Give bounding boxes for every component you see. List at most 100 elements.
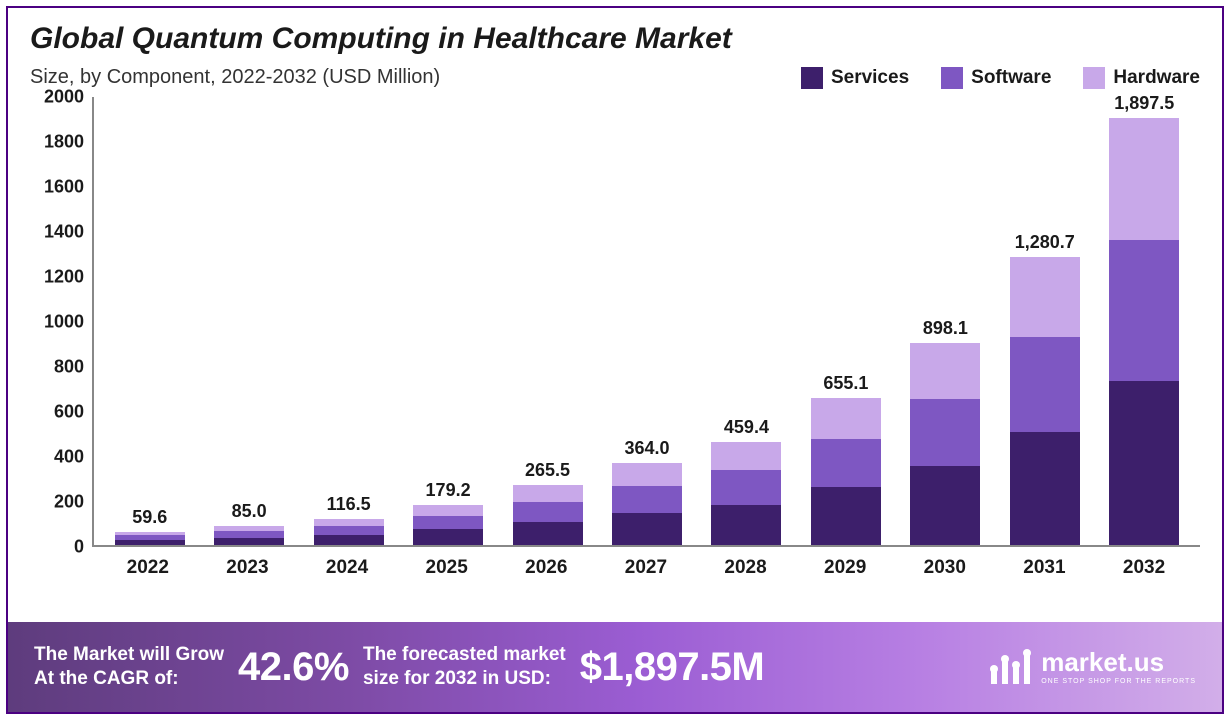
bar-segment-software xyxy=(1010,337,1080,432)
forecast-value: $1,897.5M xyxy=(566,645,779,690)
bar-total-label: 179.2 xyxy=(426,480,471,501)
bar-segment-hardware xyxy=(910,343,980,399)
y-tick: 400 xyxy=(28,447,84,468)
bar-segment-services xyxy=(910,466,980,545)
x-axis: 2022202320242025202620272028202920302031… xyxy=(92,549,1200,587)
x-tick: 2023 xyxy=(212,549,282,587)
bar-column: 59.6 xyxy=(115,507,185,545)
bar-segment-services xyxy=(612,513,682,545)
x-tick: 2029 xyxy=(810,549,880,587)
legend-label: Hardware xyxy=(1113,67,1200,89)
bar-total-label: 1,280.7 xyxy=(1015,232,1075,253)
bar-segment-services xyxy=(1010,432,1080,545)
bars-container: 59.6 85.0 116.5 179.2 265.5 364.0 459.4 655.1 89… xyxy=(94,97,1200,545)
sub-row: Size, by Component, 2022-2032 (USD Milli… xyxy=(8,58,1222,89)
forecast-block: The forecasted market size for 2032 in U… xyxy=(363,643,778,691)
bar-segment-services xyxy=(314,535,384,545)
bar-total-label: 364.0 xyxy=(624,438,669,459)
bar-segment-software xyxy=(1109,240,1179,381)
bar-stack xyxy=(612,463,682,545)
bar-segment-software xyxy=(910,399,980,466)
bar-column: 655.1 xyxy=(811,373,881,545)
bar-segment-services xyxy=(413,529,483,545)
y-tick: 2000 xyxy=(28,87,84,108)
x-tick: 2027 xyxy=(611,549,681,587)
bar-total-label: 85.0 xyxy=(232,501,267,522)
legend-item-services: Services xyxy=(801,67,909,89)
header: Global Quantum Computing in Healthcare M… xyxy=(8,8,1222,58)
y-tick: 200 xyxy=(28,492,84,513)
x-tick: 2030 xyxy=(910,549,980,587)
bar-stack xyxy=(711,442,781,545)
bar-segment-hardware xyxy=(612,463,682,486)
bar-segment-hardware xyxy=(811,398,881,439)
cagr-label: The Market will Grow At the CAGR of: xyxy=(34,643,224,691)
bar-column: 364.0 xyxy=(612,438,682,545)
bar-total-label: 265.5 xyxy=(525,460,570,481)
bar-segment-software xyxy=(413,516,483,529)
cagr-block: The Market will Grow At the CAGR of: 42.… xyxy=(34,643,363,691)
legend-item-software: Software xyxy=(941,67,1051,89)
bar-stack xyxy=(214,526,284,545)
footer-banner: The Market will Grow At the CAGR of: 42.… xyxy=(8,622,1222,712)
bar-segment-software xyxy=(314,526,384,535)
bar-column: 459.4 xyxy=(711,417,781,545)
bar-stack xyxy=(811,398,881,545)
chart-title: Global Quantum Computing in Healthcare M… xyxy=(30,22,1200,56)
bar-segment-hardware xyxy=(1109,118,1179,240)
legend-label: Services xyxy=(831,67,909,89)
bar-stack xyxy=(910,343,980,545)
bar-stack xyxy=(115,532,185,545)
bar-stack xyxy=(413,505,483,545)
y-tick: 1000 xyxy=(28,312,84,333)
x-tick: 2026 xyxy=(511,549,581,587)
bar-total-label: 116.5 xyxy=(327,494,371,515)
bar-column: 265.5 xyxy=(513,460,583,545)
bar-total-label: 655.1 xyxy=(823,373,868,394)
bar-segment-services xyxy=(711,505,781,546)
forecast-label: The forecasted market size for 2032 in U… xyxy=(363,643,566,691)
bar-column: 85.0 xyxy=(214,501,284,545)
plot-area: 59.6 85.0 116.5 179.2 265.5 364.0 459.4 655.1 89… xyxy=(92,97,1200,547)
brand-icon xyxy=(991,650,1031,684)
bar-column: 116.5 xyxy=(314,494,384,545)
bar-total-label: 898.1 xyxy=(923,318,968,339)
chart-area: 0200400600800100012001400160018002000 59… xyxy=(30,97,1200,587)
legend: Services Software Hardware xyxy=(801,67,1200,89)
chart-card: Global Quantum Computing in Healthcare M… xyxy=(6,6,1224,714)
x-tick: 2032 xyxy=(1109,549,1179,587)
bar-segment-services xyxy=(811,487,881,545)
y-tick: 600 xyxy=(28,402,84,423)
y-axis: 0200400600800100012001400160018002000 xyxy=(30,97,90,547)
brand-text: market.us ONE STOP SHOP FOR THE REPORTS xyxy=(1041,649,1196,685)
chart-subtitle: Size, by Component, 2022-2032 (USD Milli… xyxy=(30,66,801,89)
y-tick: 1600 xyxy=(28,177,84,198)
bar-segment-services xyxy=(513,522,583,545)
x-tick: 2031 xyxy=(1009,549,1079,587)
bar-segment-software xyxy=(711,470,781,504)
brand-logo: market.us ONE STOP SHOP FOR THE REPORTS xyxy=(991,649,1196,685)
y-tick: 1200 xyxy=(28,267,84,288)
bar-segment-hardware xyxy=(413,505,483,516)
legend-label: Software xyxy=(971,67,1051,89)
bar-segment-hardware xyxy=(513,485,583,502)
x-tick: 2022 xyxy=(113,549,183,587)
bar-segment-software xyxy=(612,486,682,513)
y-tick: 1400 xyxy=(28,222,84,243)
bar-segment-services xyxy=(1109,381,1179,545)
y-tick: 800 xyxy=(28,357,84,378)
bar-segment-hardware xyxy=(314,519,384,526)
bar-column: 898.1 xyxy=(910,318,980,545)
legend-swatch xyxy=(801,67,823,89)
bar-segment-services xyxy=(115,540,185,545)
bar-total-label: 59.6 xyxy=(132,507,167,528)
bar-segment-services xyxy=(214,538,284,545)
bar-column: 179.2 xyxy=(413,480,483,545)
x-tick: 2025 xyxy=(412,549,482,587)
bar-segment-software xyxy=(513,502,583,522)
legend-item-hardware: Hardware xyxy=(1083,67,1200,89)
cagr-value: 42.6% xyxy=(224,645,363,690)
bar-stack xyxy=(1109,118,1179,545)
bar-column: 1,280.7 xyxy=(1010,232,1080,545)
y-tick: 0 xyxy=(28,537,84,558)
